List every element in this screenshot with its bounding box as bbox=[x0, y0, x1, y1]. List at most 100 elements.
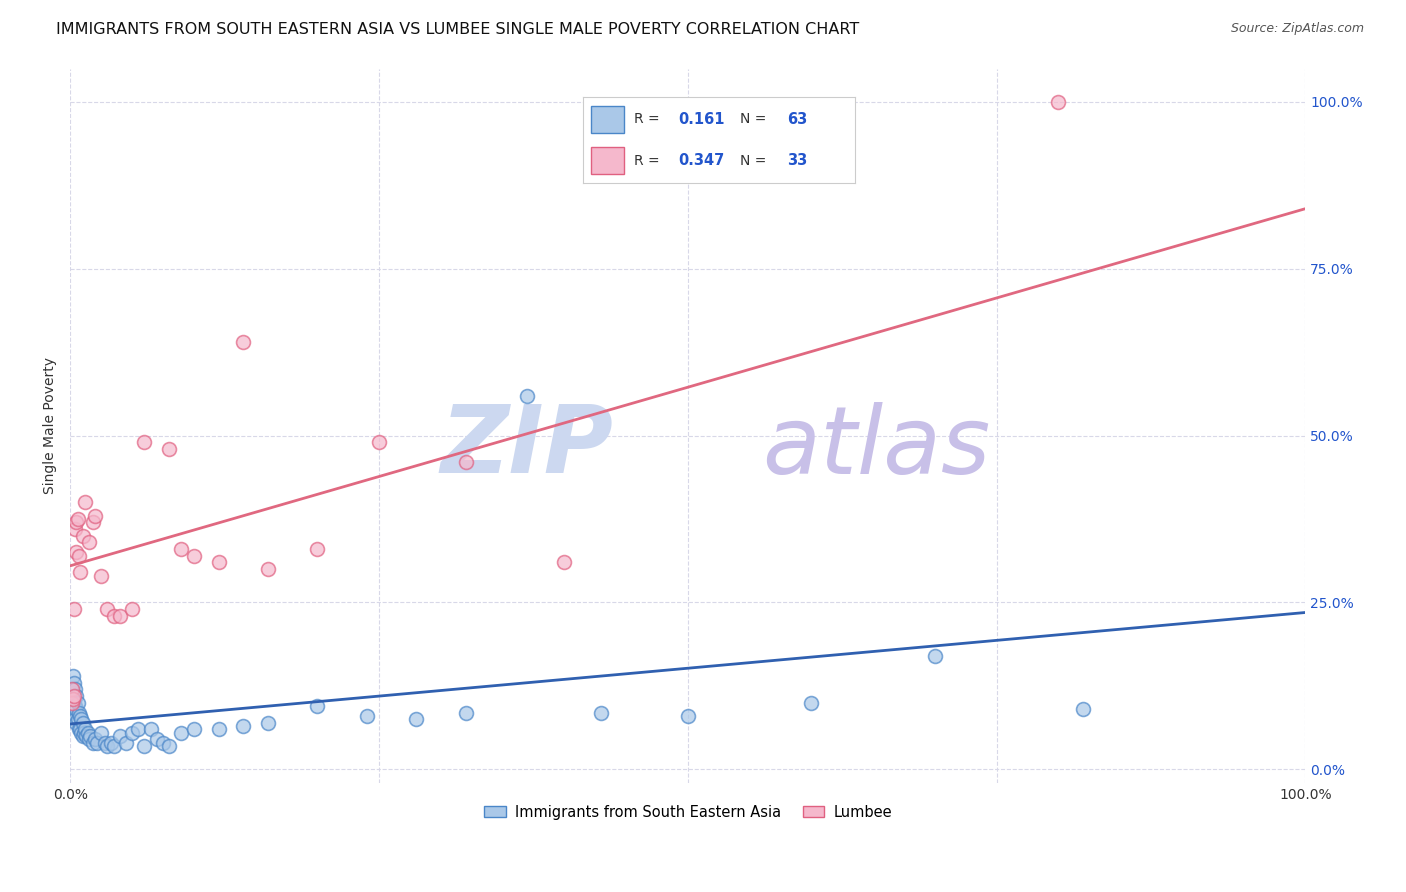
Point bbox=[127, 723, 149, 737]
Point bbox=[157, 442, 180, 456]
Point bbox=[207, 723, 229, 737]
Point bbox=[103, 608, 125, 623]
Point bbox=[65, 689, 87, 703]
Point bbox=[924, 648, 946, 663]
Y-axis label: Single Male Poverty: Single Male Poverty bbox=[44, 357, 58, 494]
Point bbox=[90, 725, 112, 739]
Point bbox=[73, 725, 96, 739]
Point bbox=[183, 549, 205, 563]
Point bbox=[800, 696, 823, 710]
Point bbox=[63, 696, 86, 710]
Point bbox=[69, 723, 91, 737]
Point bbox=[77, 732, 100, 747]
Point bbox=[516, 388, 538, 402]
Point bbox=[90, 568, 112, 582]
Point bbox=[65, 702, 87, 716]
Point bbox=[66, 712, 89, 726]
Point bbox=[454, 706, 477, 720]
Point bbox=[82, 516, 104, 530]
Point bbox=[676, 709, 699, 723]
Point bbox=[115, 736, 138, 750]
Point bbox=[60, 709, 83, 723]
Point bbox=[79, 729, 101, 743]
Point bbox=[66, 512, 89, 526]
Point bbox=[62, 692, 84, 706]
Point bbox=[108, 608, 131, 623]
Point bbox=[134, 435, 156, 450]
Point bbox=[62, 669, 84, 683]
Point bbox=[60, 682, 83, 697]
Point bbox=[63, 709, 86, 723]
Text: Source: ZipAtlas.com: Source: ZipAtlas.com bbox=[1230, 22, 1364, 36]
Point bbox=[65, 682, 87, 697]
Point bbox=[103, 739, 125, 753]
Point bbox=[84, 508, 107, 523]
Point bbox=[108, 729, 131, 743]
Point bbox=[72, 729, 94, 743]
Point bbox=[60, 682, 83, 697]
Point bbox=[75, 723, 97, 737]
Point bbox=[170, 542, 193, 557]
Point bbox=[454, 455, 477, 469]
Point bbox=[257, 562, 280, 576]
Point bbox=[96, 739, 118, 753]
Point bbox=[96, 602, 118, 616]
Point bbox=[553, 556, 575, 570]
Point bbox=[183, 723, 205, 737]
Point bbox=[75, 729, 97, 743]
Point bbox=[60, 696, 83, 710]
Point bbox=[67, 723, 90, 737]
Point bbox=[152, 736, 174, 750]
Text: ZIP: ZIP bbox=[441, 401, 614, 493]
Text: atlas: atlas bbox=[762, 401, 990, 492]
Point bbox=[84, 732, 107, 747]
Point bbox=[157, 739, 180, 753]
Point bbox=[67, 706, 90, 720]
Point bbox=[69, 566, 91, 580]
Point bbox=[70, 725, 93, 739]
Text: IMMIGRANTS FROM SOUTH EASTERN ASIA VS LUMBEE SINGLE MALE POVERTY CORRELATION CHA: IMMIGRANTS FROM SOUTH EASTERN ASIA VS LU… bbox=[56, 22, 859, 37]
Point bbox=[65, 715, 87, 730]
Point bbox=[207, 556, 229, 570]
Point bbox=[65, 545, 87, 559]
Point bbox=[257, 715, 280, 730]
Point bbox=[94, 736, 117, 750]
Point bbox=[121, 725, 143, 739]
Point bbox=[65, 712, 87, 726]
Point bbox=[63, 689, 86, 703]
Point bbox=[67, 549, 90, 563]
Point bbox=[72, 529, 94, 543]
Point bbox=[1047, 95, 1070, 109]
Point bbox=[69, 709, 91, 723]
Point bbox=[72, 715, 94, 730]
Point bbox=[368, 435, 391, 450]
Point bbox=[307, 698, 329, 713]
Point bbox=[232, 719, 254, 733]
Point bbox=[77, 535, 100, 549]
Point bbox=[591, 706, 613, 720]
Point bbox=[1071, 702, 1094, 716]
Point bbox=[170, 725, 193, 739]
Point bbox=[75, 495, 97, 509]
Point bbox=[76, 725, 98, 739]
Point bbox=[100, 736, 122, 750]
Point bbox=[232, 335, 254, 350]
Point bbox=[82, 736, 104, 750]
Point bbox=[65, 516, 87, 530]
Point bbox=[63, 602, 86, 616]
Point bbox=[121, 602, 143, 616]
Point bbox=[65, 522, 87, 536]
Point bbox=[86, 736, 108, 750]
Point bbox=[70, 712, 93, 726]
Point bbox=[62, 698, 84, 713]
Point bbox=[307, 542, 329, 557]
Legend: Immigrants from South Eastern Asia, Lumbee: Immigrants from South Eastern Asia, Lumb… bbox=[478, 798, 897, 825]
Point bbox=[139, 723, 162, 737]
Point bbox=[146, 732, 169, 747]
Point bbox=[60, 696, 83, 710]
Point bbox=[405, 712, 427, 726]
Point bbox=[66, 696, 89, 710]
Point bbox=[63, 675, 86, 690]
Point bbox=[65, 698, 87, 713]
Point bbox=[62, 685, 84, 699]
